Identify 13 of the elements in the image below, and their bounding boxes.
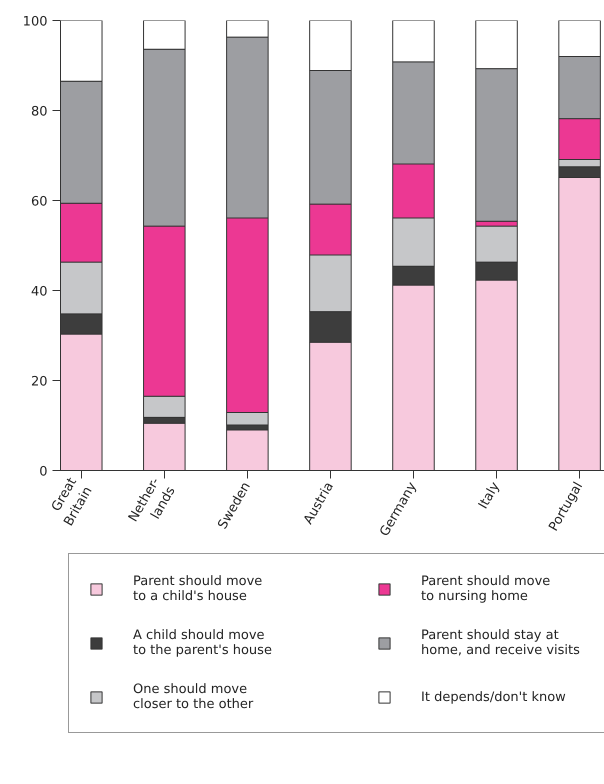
legend-label: Parent should stay at home, and receive visits	[421, 628, 581, 658]
legend-label: One should move closer to the other	[133, 682, 254, 712]
y-tick-label: 100	[22, 14, 48, 30]
legend-label: It depends/don't know	[421, 690, 567, 704]
legend-label: Parent should move to a child's house	[133, 574, 264, 604]
y-tick-label: 20	[30, 374, 48, 390]
x-tick-label: Italy	[476, 480, 504, 512]
legend-label: Parent should move to nursing home	[421, 574, 552, 604]
y-tick-label: 40	[30, 284, 48, 300]
y-tick-label: 0	[39, 464, 48, 480]
y-tick-label: 80	[30, 104, 48, 120]
y-tick-label: 60	[30, 194, 48, 210]
legend-label: A child should move to the parent's house	[133, 628, 273, 658]
